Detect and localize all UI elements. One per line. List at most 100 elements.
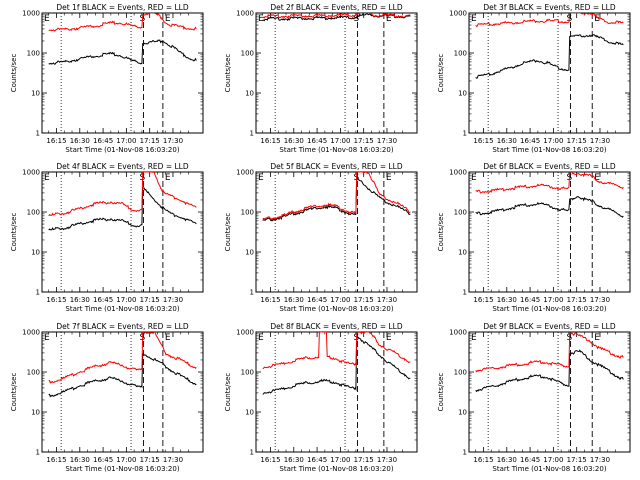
x-tick-label: 17:00 [330, 137, 350, 145]
series-line-events [48, 39, 197, 65]
x-tick-label: 16:45 [307, 137, 327, 145]
y-tick-label: 10 [31, 90, 40, 98]
x-tick-label: 16:30 [497, 456, 517, 464]
x-tick-label: 17:00 [330, 296, 350, 304]
y-tick-label: 100 [27, 50, 40, 58]
y-axis-label: Counts/sec [437, 373, 445, 412]
marker-label: E [471, 173, 477, 183]
x-tick-label: 16:45 [520, 137, 540, 145]
x-tick-label: 17:15 [567, 137, 587, 145]
series-group [475, 332, 624, 393]
x-tick-label: 16:45 [93, 456, 113, 464]
marker-label: E [44, 14, 50, 24]
series-line-lld [475, 13, 624, 27]
x-axis-label: Start Time (01-Nov-08 16:03:20) [492, 146, 606, 154]
y-tick-label: 10 [458, 249, 467, 257]
series-line-lld [262, 332, 411, 370]
panel-title: Det 8f BLACK = Events, RED = LLD [270, 322, 403, 331]
x-tick-label: 16:45 [307, 296, 327, 304]
y-tick-label: 100 [241, 50, 254, 58]
marker-label: E [471, 333, 477, 343]
marker-label: E [165, 173, 171, 183]
x-tick-label: 17:00 [116, 456, 136, 464]
y-axis-label: Counts/sec [10, 213, 18, 252]
x-axis-label: Start Time (01-Nov-08 16:03:20) [65, 146, 179, 154]
series-line-lld [262, 172, 411, 221]
y-tick-label: 10 [31, 409, 40, 417]
panel-title: Det 6f BLACK = Events, RED = LLD [483, 162, 616, 171]
panel-2: Det 2f BLACK = Events, RED = LLD E S E 1 10 10… [224, 3, 418, 154]
plot-frame [41, 12, 204, 134]
series-group [475, 13, 624, 79]
x-tick-label: 17:30 [377, 137, 397, 145]
y-axis-label: Counts/sec [437, 54, 445, 93]
panel-title: Det 4f BLACK = Events, RED = LLD [56, 162, 189, 171]
y-tick-label: 1000 [449, 10, 467, 18]
series-line-events [48, 353, 197, 398]
y-tick-label: 1000 [22, 169, 40, 177]
y-tick-label: 10 [245, 409, 254, 417]
x-tick-label: 16:15 [260, 137, 280, 145]
x-tick-label: 17:00 [543, 296, 563, 304]
plot-frame [255, 331, 418, 453]
panel-title: Det 1f BLACK = Events, RED = LLD [56, 3, 189, 12]
x-tick-label: 17:15 [140, 456, 160, 464]
series-line-lld [48, 172, 197, 217]
x-tick-label: 17:00 [330, 456, 350, 464]
marker-label: E [44, 333, 50, 343]
x-axis-label: Start Time (01-Nov-08 16:03:20) [492, 305, 606, 313]
x-tick-label: 16:15 [260, 456, 280, 464]
plot-frame [41, 331, 204, 453]
x-tick-label: 17:30 [590, 137, 610, 145]
series-group [48, 332, 197, 398]
x-tick-label: 16:45 [520, 456, 540, 464]
marker-label: E [594, 333, 600, 343]
y-axis-label: Counts/sec [10, 373, 18, 412]
series-line-events [475, 34, 624, 79]
x-tick-label: 17:30 [163, 456, 183, 464]
x-tick-label: 17:30 [590, 456, 610, 464]
x-tick-label: 16:15 [473, 456, 493, 464]
x-axis-label: Start Time (01-Nov-08 16:03:20) [279, 146, 393, 154]
y-tick-label: 100 [241, 369, 254, 377]
y-tick-label: 10 [245, 90, 254, 98]
plot-frame [255, 12, 418, 134]
y-tick-label: 1 [250, 449, 254, 457]
x-tick-label: 16:30 [497, 137, 517, 145]
y-axis-label: Counts/sec [437, 213, 445, 252]
x-axis-label: Start Time (01-Nov-08 16:03:20) [65, 465, 179, 473]
y-tick-label: 1000 [22, 329, 40, 337]
marker-label: S [353, 14, 359, 24]
x-tick-label: 16:15 [473, 137, 493, 145]
series-group [48, 13, 197, 65]
y-axis-label: Counts/sec [224, 373, 232, 412]
y-axis-label: Counts/sec [10, 54, 18, 93]
y-tick-label: 100 [241, 209, 254, 217]
x-tick-label: 17:15 [567, 456, 587, 464]
x-tick-label: 17:30 [590, 296, 610, 304]
x-tick-label: 16:45 [307, 456, 327, 464]
series-group [48, 172, 197, 231]
y-tick-label: 100 [454, 50, 467, 58]
y-tick-label: 1 [250, 130, 254, 138]
y-tick-label: 1000 [236, 169, 254, 177]
series-line-events [475, 349, 624, 393]
y-tick-label: 1000 [449, 329, 467, 337]
y-tick-label: 10 [245, 249, 254, 257]
panel-title: Det 5f BLACK = Events, RED = LLD [270, 162, 403, 171]
marker-label: E [594, 14, 600, 24]
y-axis-label: Counts/sec [224, 54, 232, 93]
panel-title: Det 2f BLACK = Events, RED = LLD [270, 3, 403, 12]
series-group [262, 172, 411, 222]
y-tick-label: 100 [454, 369, 467, 377]
x-tick-label: 16:15 [46, 456, 66, 464]
x-tick-label: 17:15 [140, 296, 160, 304]
marker-label: E [386, 14, 392, 24]
x-tick-label: 17:30 [377, 296, 397, 304]
x-tick-label: 17:00 [116, 296, 136, 304]
series-group [262, 13, 411, 22]
